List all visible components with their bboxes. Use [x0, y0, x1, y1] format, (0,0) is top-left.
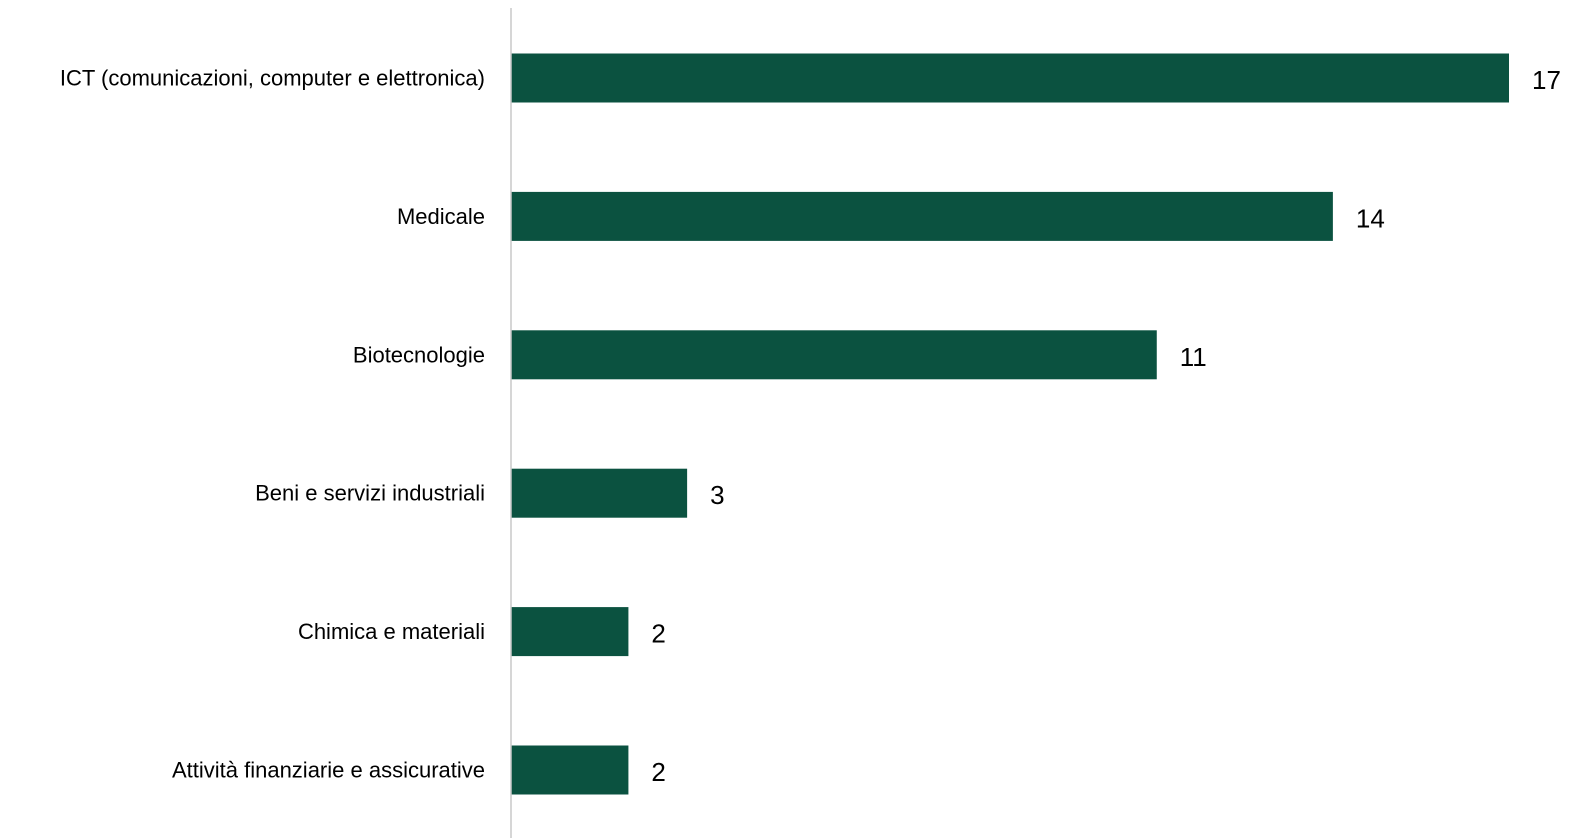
value-label-0: 17	[1532, 65, 1561, 95]
category-label-2: Biotecnologie	[353, 342, 485, 367]
category-label-5: Attività finanziarie e assicurative	[172, 758, 485, 783]
category-label-0: ICT (comunicazioni, computer e elettroni…	[60, 66, 485, 91]
category-label-4: Chimica e materiali	[298, 619, 485, 644]
bar-2	[511, 330, 1157, 380]
value-label-2: 11	[1180, 342, 1207, 372]
category-label-3: Beni e servizi industriali	[255, 481, 485, 506]
category-labels: ICT (comunicazioni, computer e elettroni…	[60, 66, 485, 783]
category-label-1: Medicale	[397, 204, 485, 229]
bar-0	[511, 53, 1509, 103]
value-label-1: 14	[1356, 203, 1385, 233]
bar-1	[511, 191, 1333, 241]
value-label-3: 3	[710, 480, 724, 510]
bar-4	[511, 607, 629, 657]
bar-3	[511, 468, 688, 518]
bar-5	[511, 745, 629, 795]
value-label-4: 2	[651, 619, 665, 649]
value-labels: 17 14 11 3 2 2	[651, 65, 1561, 787]
bars-layer	[511, 53, 1509, 795]
value-label-5: 2	[651, 757, 665, 787]
